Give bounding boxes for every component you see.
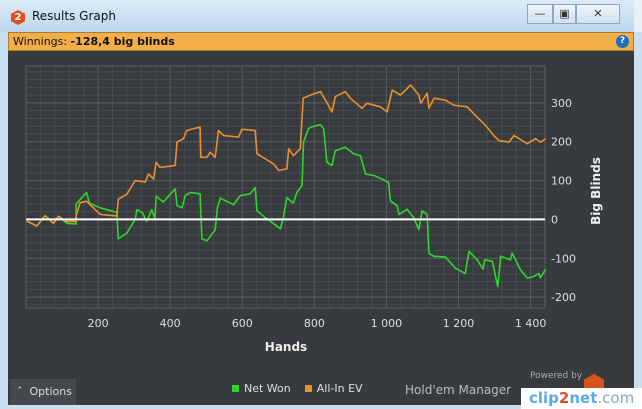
y-tick-label: 0 (551, 213, 558, 226)
title-bar: 2 Results Graph — ▣ ✕ (0, 0, 642, 32)
x-tick-label: 800 (304, 317, 325, 330)
legend: Net Won All-In EV (232, 382, 363, 395)
x-tick-label: 400 (160, 317, 181, 330)
y-tick-label: -100 (551, 252, 576, 265)
options-button[interactable]: ˆ Options (10, 379, 76, 405)
winnings-value: -128,4 big blinds (70, 35, 175, 48)
x-tick-label: 200 (88, 317, 109, 330)
graph-panel: 200 400 600 800 1 000 1 200 1 400 -200 -100 0 100 2… (8, 51, 634, 405)
series-all-in-ev-line (26, 84, 547, 227)
x-axis-label: Hands (265, 340, 307, 354)
minimize-button[interactable]: — (527, 4, 553, 24)
winnings-bar: Winnings: -128,4 big blinds ? (8, 32, 634, 51)
y-tick-label: -200 (551, 291, 576, 304)
results-chart: 200 400 600 800 1 000 1 200 1 400-200-10001002… (25, 65, 603, 354)
y-tick-label: 200 (551, 136, 572, 149)
options-label: Options (29, 385, 72, 398)
help-icon[interactable]: ? (616, 35, 629, 48)
brand-name: Hold'em Manager (405, 383, 512, 397)
y-tick-label: 100 (551, 175, 572, 188)
x-tick-label: 1 000 (371, 317, 403, 330)
chevron-up-icon: ˆ (17, 385, 23, 398)
grid (25, 65, 546, 309)
maximize-button[interactable]: ▣ (553, 4, 576, 24)
x-tick-label: 1 200 (443, 317, 475, 330)
legend-item-all-in-ev[interactable]: All-In EV (304, 382, 363, 395)
powered-by: Powered by (530, 371, 583, 381)
watermark: clip2net.com (521, 388, 642, 409)
y-axis-label: Big Blinds (589, 157, 603, 225)
x-tick-label: 1 400 (515, 317, 547, 330)
y-tick-label: 300 (551, 97, 572, 110)
series-net-won-line (26, 123, 547, 288)
window-title: Results Graph (32, 9, 116, 23)
winnings-label: Winnings: (13, 35, 68, 48)
close-button[interactable]: ✕ (576, 4, 620, 24)
series-lines (26, 84, 547, 288)
app-logo-icon: 2 (11, 10, 25, 25)
x-tick-label: 600 (232, 317, 253, 330)
tick-labels: 200 400 600 800 1 000 1 200 1 400-200-10001002… (88, 97, 576, 330)
legend-item-net-won[interactable]: Net Won (232, 382, 291, 395)
plot-border (25, 65, 546, 309)
